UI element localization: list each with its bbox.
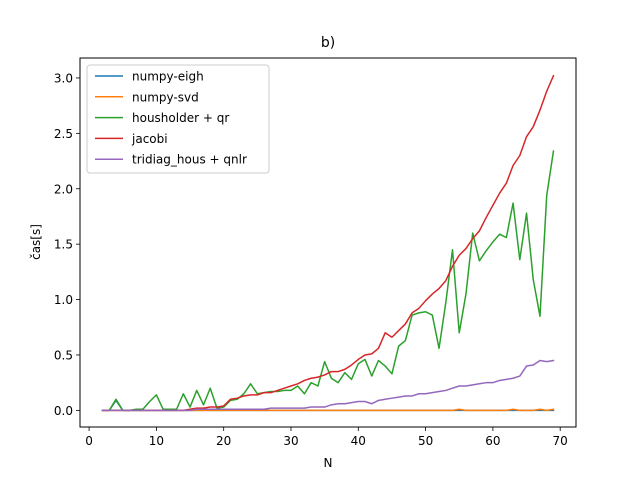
y-tick-label: 3.0 [54, 71, 73, 85]
x-tick-label: 50 [418, 434, 433, 448]
legend-label-3: jacobi [131, 132, 168, 146]
y-axis-label: čas[s] [29, 224, 43, 260]
legend-label-0: numpy-eigh [132, 70, 204, 84]
legend-box [86, 64, 270, 174]
y-tick-label: 1.0 [54, 293, 73, 307]
series-layer [101, 74, 555, 412]
legend-label-2: housholder + qr [132, 111, 229, 125]
x-tick-label: 20 [216, 434, 231, 448]
x-tick-label: 40 [351, 434, 366, 448]
x-tick-label: 70 [553, 434, 568, 448]
x-tick-label: 0 [85, 434, 93, 448]
y-tick-label: 0.5 [54, 348, 73, 362]
y-tick-label: 2.0 [54, 182, 73, 196]
x-tick-label: 60 [485, 434, 500, 448]
plot-area [79, 57, 577, 428]
series-line-4 [101, 359, 555, 412]
x-axis-label: N [324, 456, 333, 470]
axes-frame [79, 57, 577, 428]
legend-label-1: numpy-svd [132, 90, 199, 104]
y-axis: 0.0 0.5 1.0 1.5 2.0 2.5 3.0 [54, 71, 80, 418]
x-axis: 0 10 20 30 40 50 60 70 [85, 427, 568, 448]
y-tick-label: 2.5 [54, 127, 73, 141]
legend-label-4: tridiag_hous + qnlr [132, 153, 247, 167]
x-tick-label: 10 [149, 434, 164, 448]
legend: numpy-eigh numpy-svd housholder + qr jacobi… [86, 64, 270, 174]
y-tick-label: 0.0 [54, 404, 73, 418]
x-tick-label: 30 [283, 434, 298, 448]
series-line-2 [101, 150, 555, 412]
y-tick-label: 1.5 [54, 238, 73, 252]
chart-title: b) [321, 35, 335, 51]
